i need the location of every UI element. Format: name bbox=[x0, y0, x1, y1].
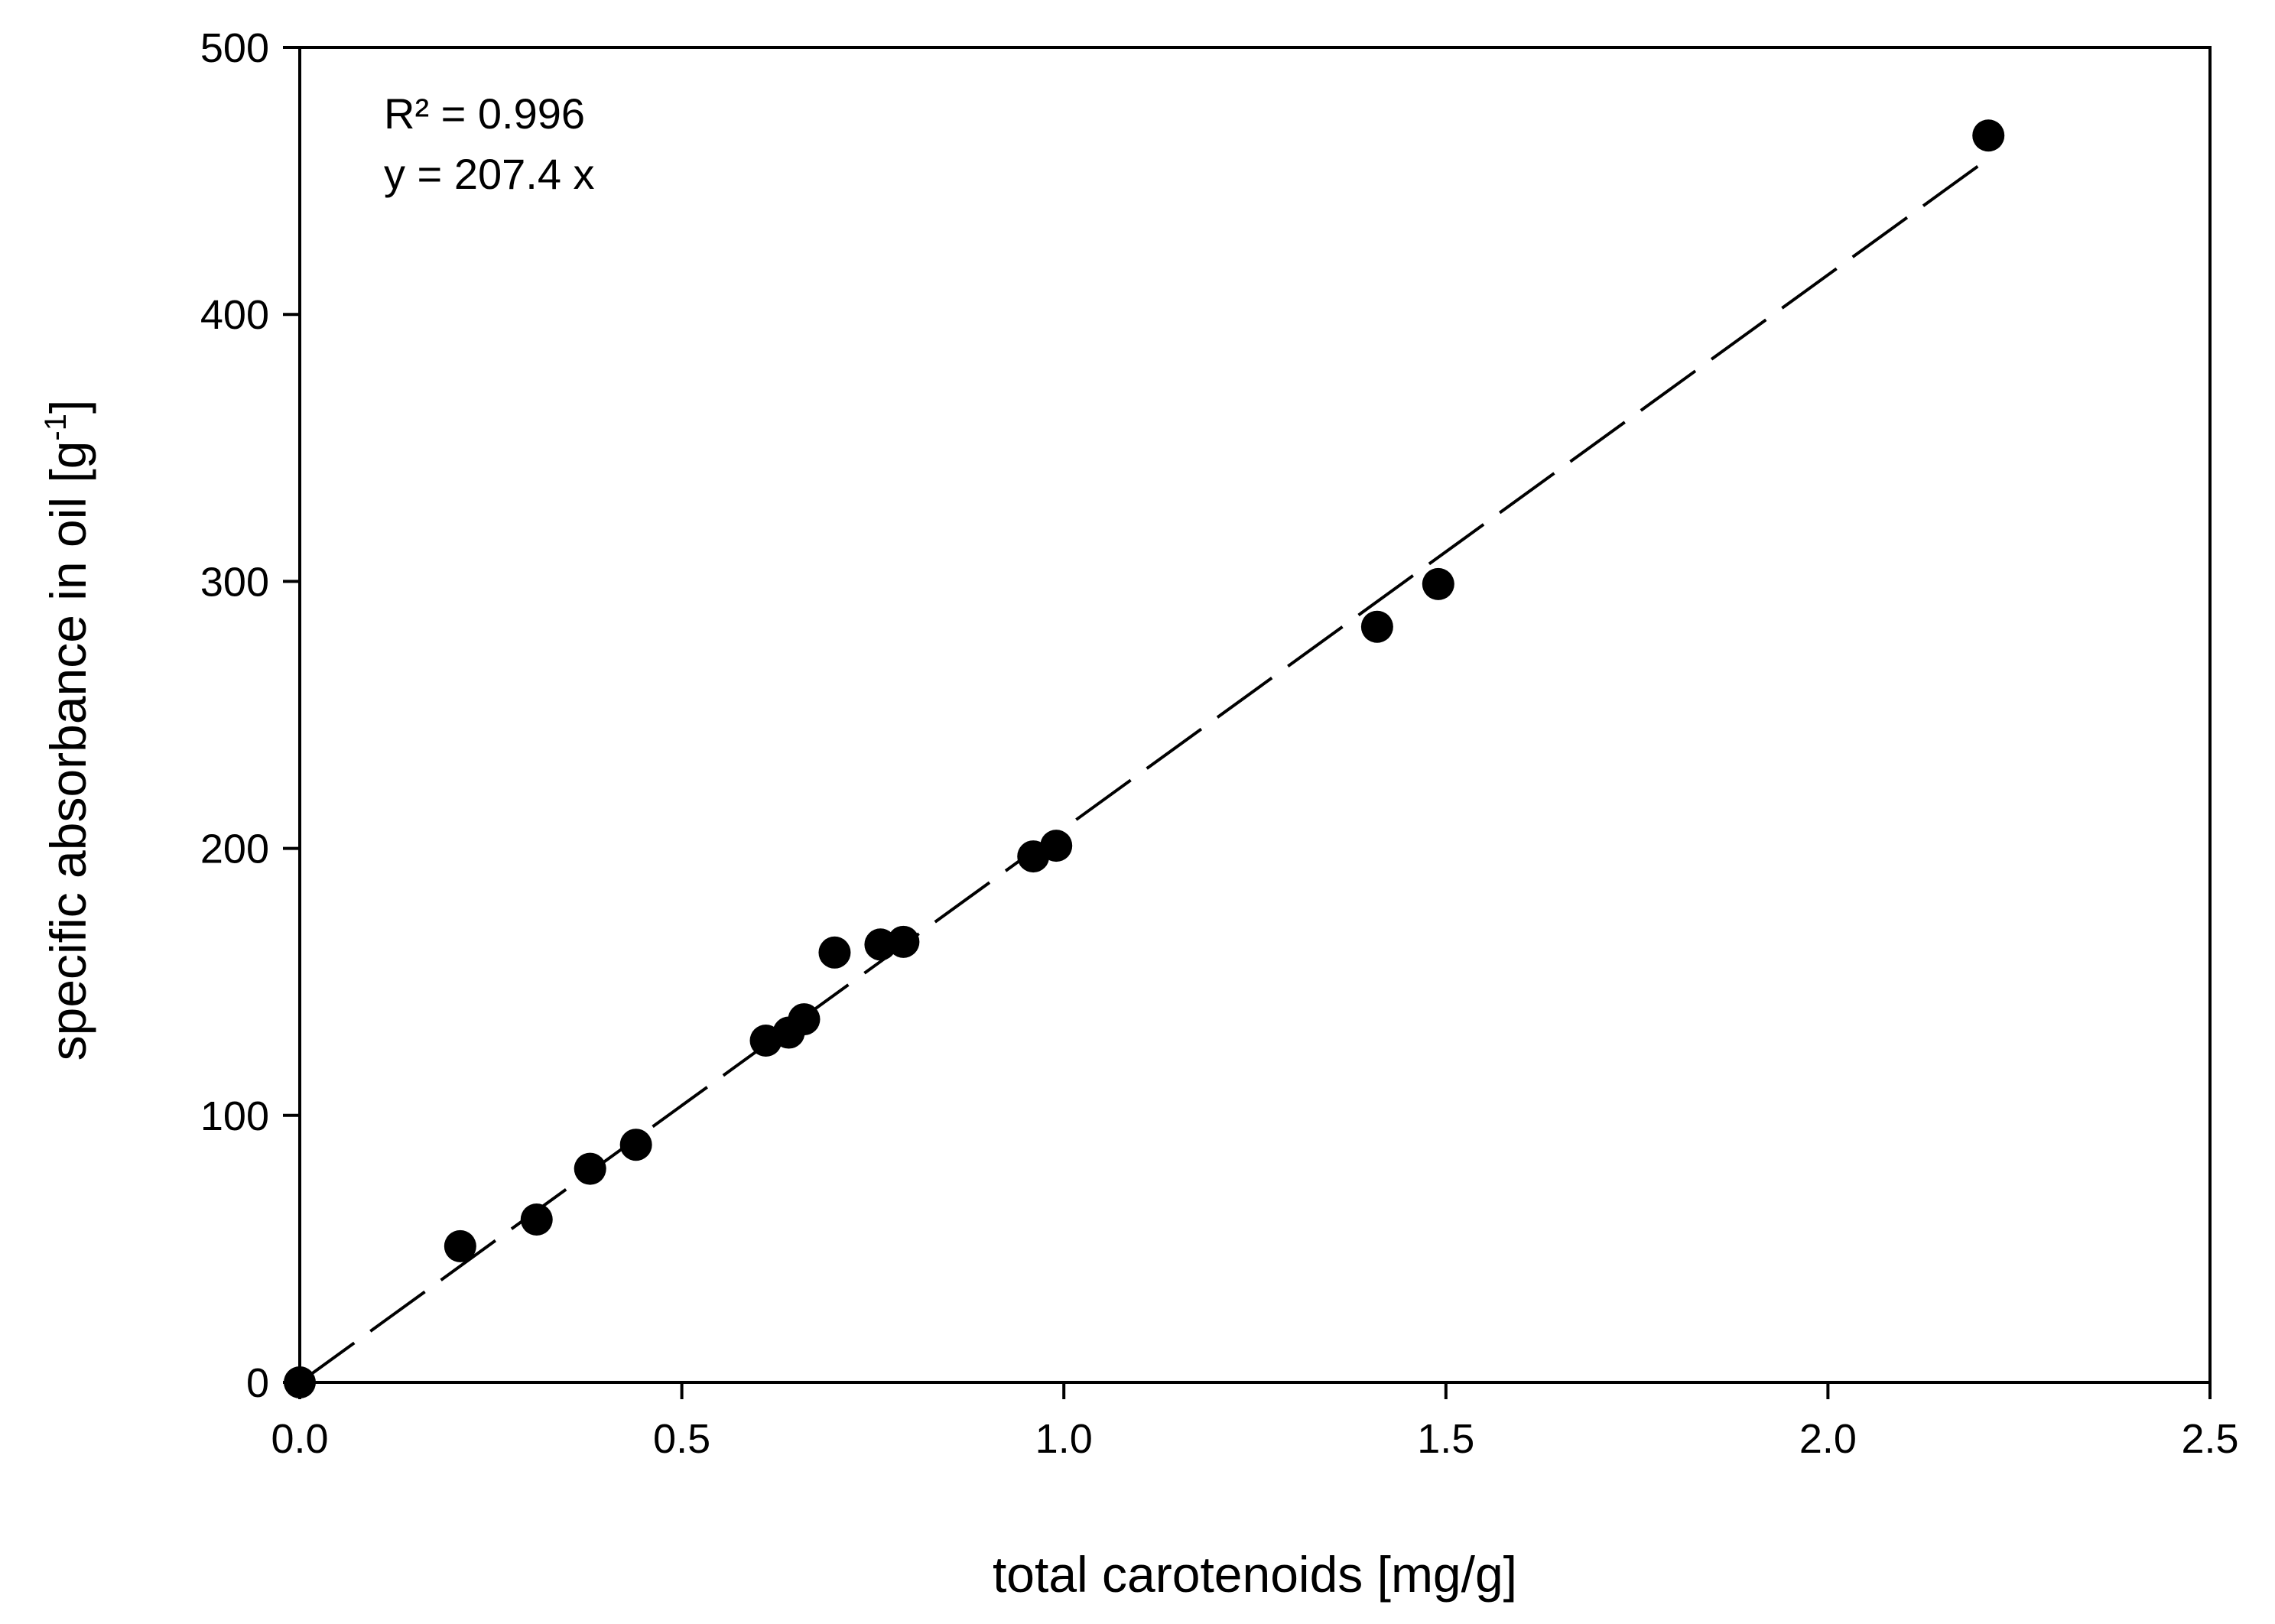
data-point bbox=[887, 925, 920, 958]
plot-frame bbox=[298, 46, 2212, 1384]
y-tick-label: 400 bbox=[200, 292, 269, 338]
data-point bbox=[1422, 567, 1454, 600]
y-tick-label: 500 bbox=[200, 25, 269, 71]
data-point bbox=[1972, 119, 2005, 152]
y-tick-label: 300 bbox=[200, 559, 269, 605]
data-point bbox=[444, 1229, 476, 1262]
equation-annotation: y = 207.4 x bbox=[384, 150, 595, 198]
x-axis: 0.0 0.5 1.0 1.5 2.0 2.5 bbox=[271, 1382, 2239, 1462]
data-point bbox=[520, 1203, 553, 1236]
y-axis-title-close: ] bbox=[40, 400, 96, 414]
data-point bbox=[788, 1003, 821, 1036]
x-tick-label: 1.5 bbox=[1417, 1416, 1474, 1462]
data-point bbox=[1040, 830, 1073, 862]
y-axis-title-superscript: -1 bbox=[39, 414, 73, 441]
fit-line bbox=[298, 157, 1990, 1384]
y-tick-label: 0 bbox=[246, 1360, 269, 1406]
x-tick-label: 2.0 bbox=[1799, 1416, 1857, 1462]
y-axis-title: specific absorbance in oil [g-1] bbox=[39, 400, 96, 1061]
data-point bbox=[1360, 610, 1393, 643]
plot-area bbox=[298, 46, 2212, 1384]
data-points bbox=[284, 119, 2005, 1398]
fit-line-group bbox=[298, 157, 1990, 1384]
y-axis-title-main: specific absorbance in oil [g bbox=[40, 441, 96, 1061]
x-axis-title: total carotenoids [mg/g] bbox=[993, 1546, 1517, 1603]
x-tick-label: 0.5 bbox=[653, 1416, 710, 1462]
y-tick-label: 200 bbox=[200, 827, 269, 872]
data-point bbox=[619, 1129, 652, 1161]
r-squared-annotation: R² = 0.996 bbox=[384, 89, 585, 138]
data-point bbox=[574, 1152, 606, 1185]
x-tick-label: 0.0 bbox=[271, 1416, 328, 1462]
x-tick-label: 1.0 bbox=[1035, 1416, 1093, 1462]
x-tick-label: 2.5 bbox=[2181, 1416, 2238, 1462]
data-point bbox=[818, 936, 851, 969]
y-tick-label: 100 bbox=[200, 1093, 269, 1139]
y-axis: 0 100 200 300 400 500 bbox=[200, 25, 300, 1406]
